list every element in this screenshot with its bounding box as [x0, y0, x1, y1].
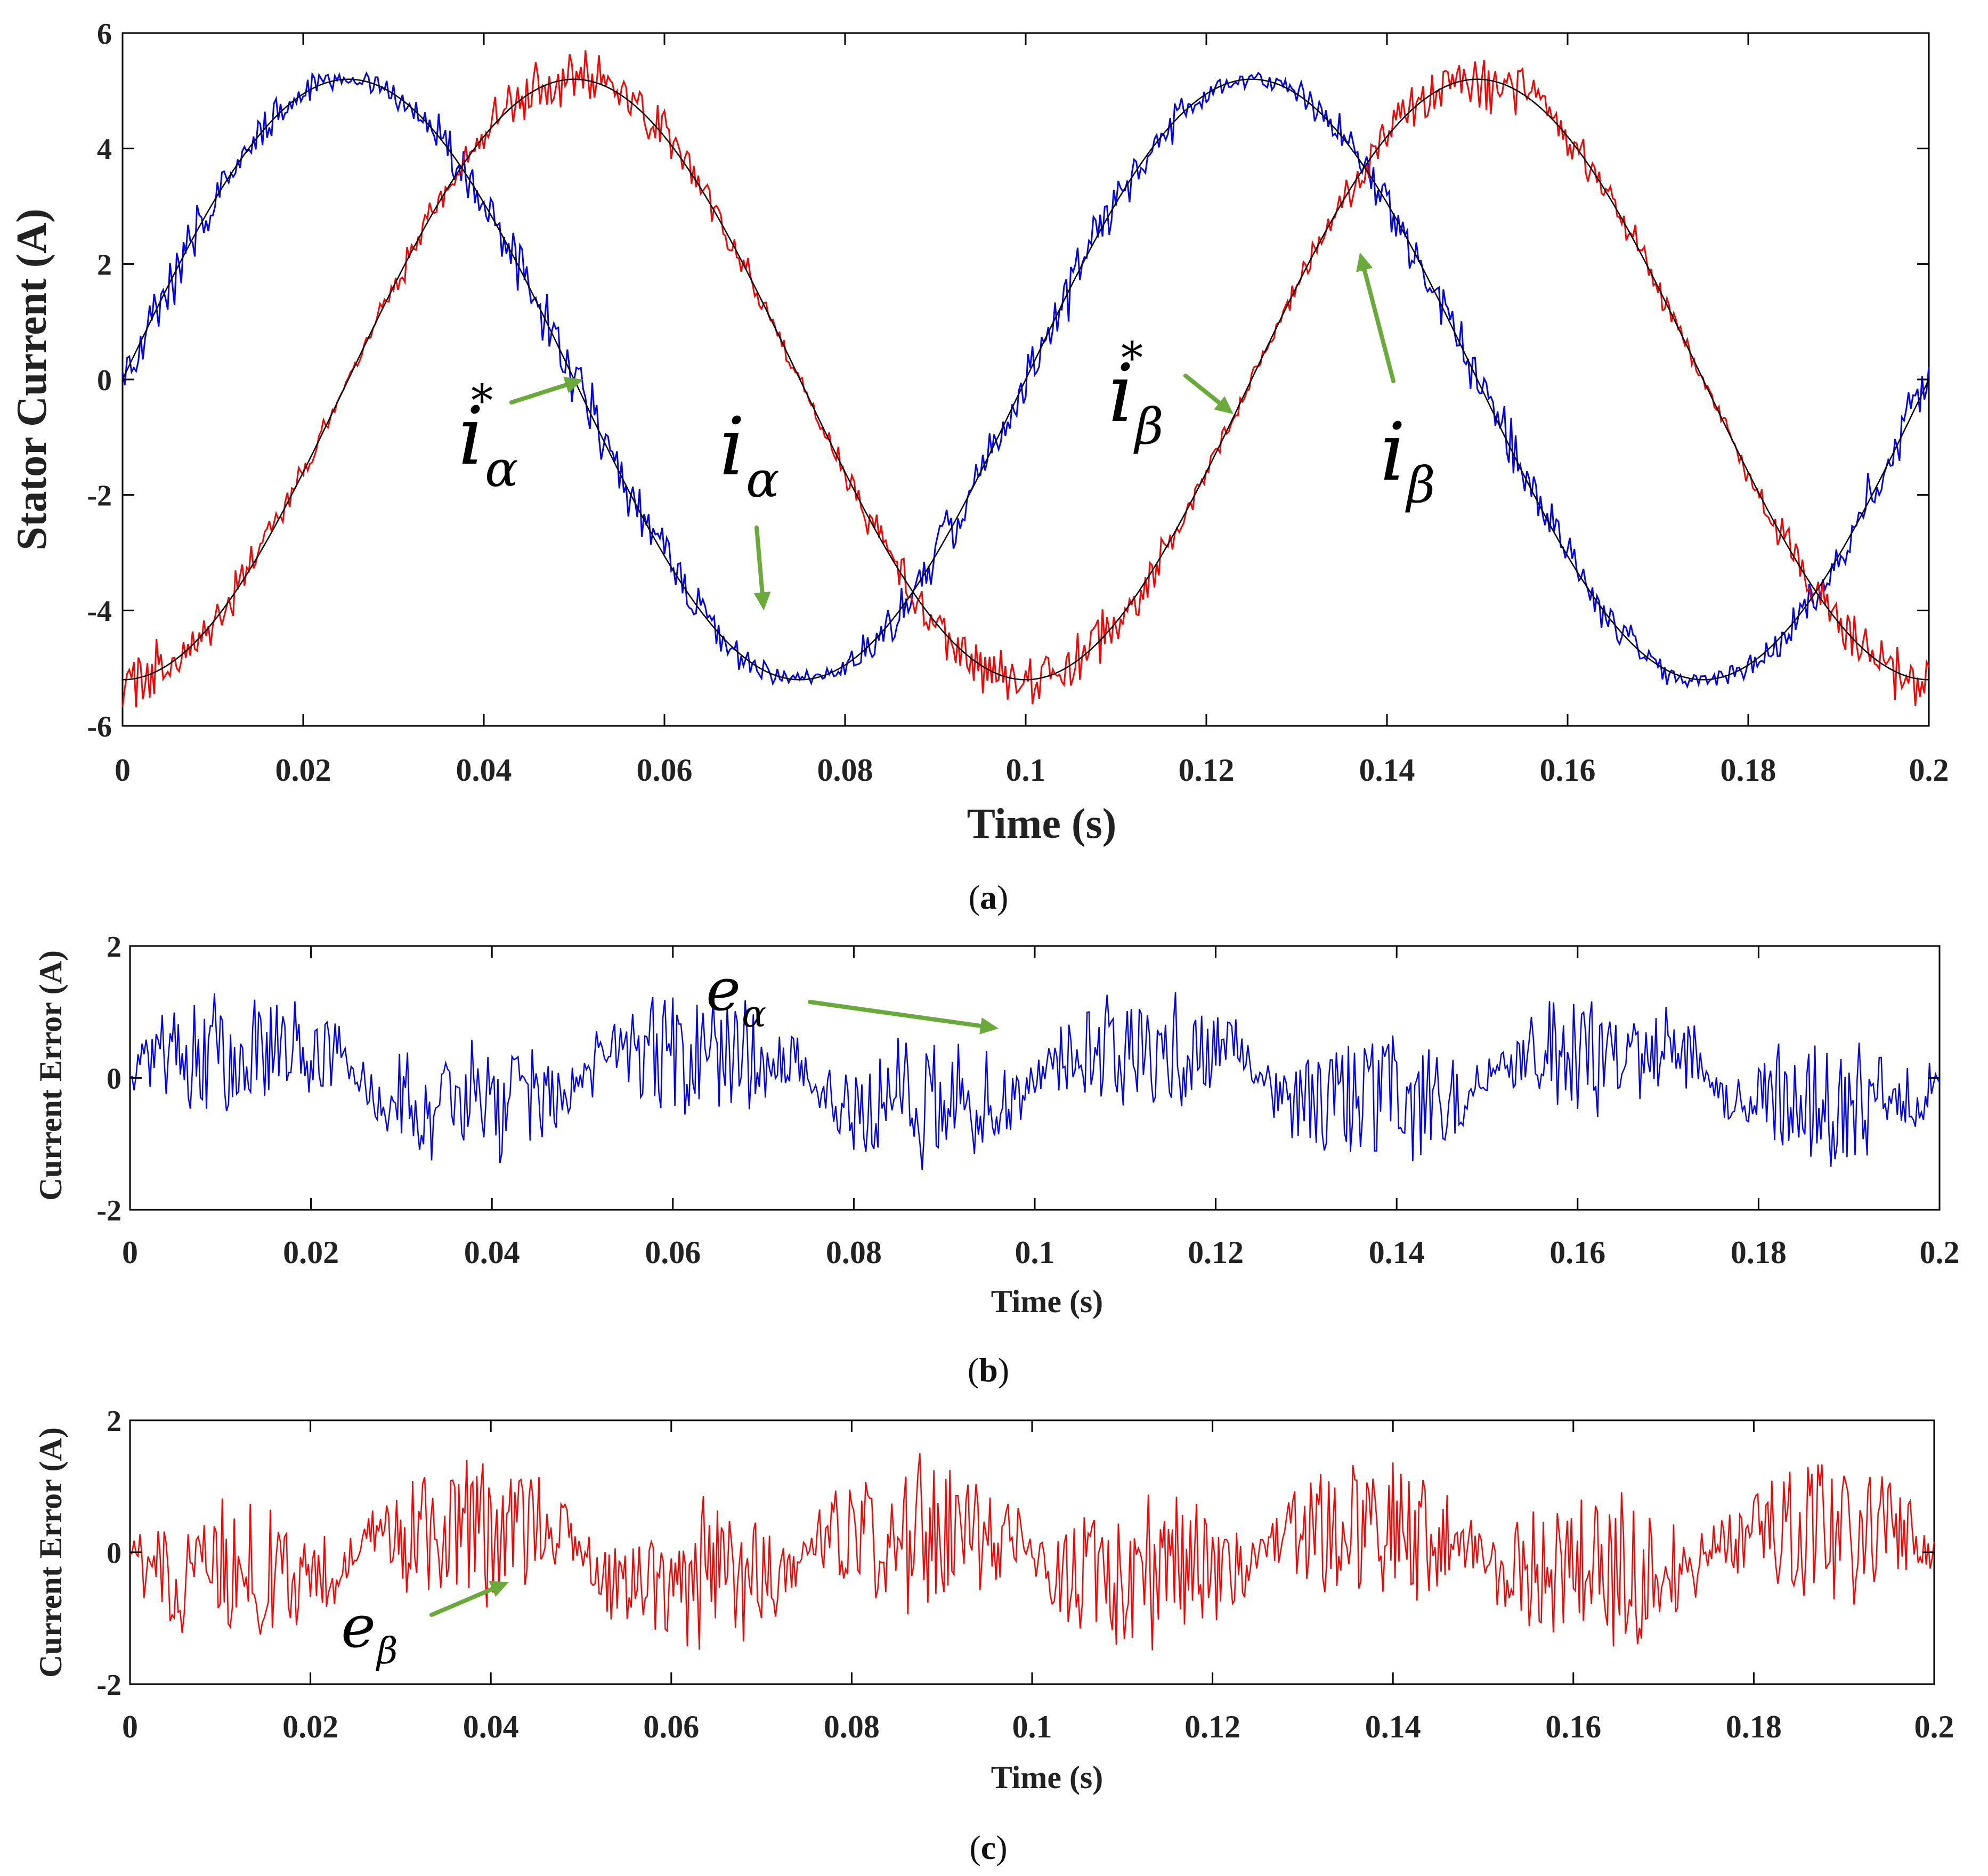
e-beta-arrowhead: [489, 1581, 509, 1597]
panel-b-y-axis-label: Current Error (A): [33, 950, 68, 1201]
y-tick-label: -2: [96, 1669, 121, 1702]
panel-b-x-axis-label: Time (s): [991, 1284, 1103, 1319]
i-alpha-label: iα: [719, 401, 780, 508]
y-tick-label: 0: [107, 1063, 121, 1096]
i-beta-arrowhead: [1356, 252, 1373, 272]
x-tick-label: 0.04: [456, 753, 512, 788]
series-i-beta_ref-line: [123, 78, 1929, 681]
panel-b-series-layer: [129, 992, 1941, 1170]
y-tick-label: -6: [87, 710, 112, 743]
i-beta-star-arrow: [1183, 374, 1222, 405]
x-tick-label: 0.2: [1920, 1235, 1960, 1270]
y-tick-label: -4: [87, 595, 112, 628]
x-tick-label: 0: [115, 753, 131, 788]
i-beta-star-superscript: *: [1121, 333, 1143, 384]
x-tick-label: 0.18: [1726, 1709, 1782, 1744]
x-tick-label: 0.16: [1549, 1235, 1605, 1270]
panel-b-caption: (b): [968, 1351, 1009, 1389]
x-tick-label: 0.06: [645, 1235, 701, 1270]
x-tick-label: 0.02: [282, 1709, 338, 1744]
i-alpha-arrowhead: [753, 592, 771, 611]
panel-c-annotations: eβ: [341, 1581, 509, 1672]
x-tick-label: 0.2: [1909, 753, 1949, 788]
panel-c-x-axis-label: Time (s): [991, 1760, 1103, 1795]
x-tick-label: 0.1: [1012, 1709, 1052, 1744]
y-tick-label: 0: [97, 364, 112, 397]
i-alpha-arrow: [754, 525, 765, 595]
x-tick-label: 0.18: [1731, 1235, 1787, 1270]
panel-a-ticks: 0 0.02 0.04 0.06 0.08 0.1 0.12 0.14 0.16 0.18 0.2 6…: [87, 18, 1949, 788]
x-tick-label: 0.02: [275, 753, 331, 788]
x-tick-label: 0.12: [1188, 1235, 1244, 1270]
panel-a-caption: (a): [969, 878, 1009, 916]
i-beta-arrow: [1362, 268, 1395, 383]
i-alpha-star-arrow: [509, 383, 569, 405]
i-alpha-star-superscript: *: [471, 375, 493, 426]
panel-a-y-axis-label: Stator Current (A): [9, 208, 55, 550]
y-tick-label: 0: [107, 1537, 121, 1570]
x-tick-label: 0.14: [1365, 1709, 1421, 1744]
y-tick-label: 2: [97, 248, 112, 281]
x-tick-label: 0.1: [1015, 1235, 1055, 1270]
panel-a-x-axis-label: Time (s): [967, 800, 1117, 847]
series-e-beta-line: [129, 1453, 1935, 1651]
e-beta-label: eβ: [341, 1592, 398, 1672]
x-tick-label: 0.1: [1006, 753, 1046, 788]
i-beta-star-arrowhead: [1214, 396, 1234, 414]
i-alpha-star-arrowhead: [563, 377, 583, 393]
panel-b: 0 0.02 0.04 0.06 0.08 0.1 0.12 0.14 0.16 0.18 0.2 2…: [33, 931, 1960, 1389]
i-beta-star-label: iβ: [1108, 347, 1164, 455]
x-tick-label: 0: [122, 1709, 138, 1744]
y-tick-label: -2: [87, 480, 112, 513]
x-tick-label: 0.16: [1540, 753, 1596, 788]
e-beta-arrow: [429, 1587, 494, 1617]
x-tick-label: 0.08: [826, 1235, 882, 1270]
x-tick-label: 0.04: [464, 1235, 520, 1270]
e-alpha-arrowhead: [979, 1017, 999, 1034]
x-tick-label: 0.08: [824, 1709, 880, 1744]
x-tick-label: 0.08: [817, 753, 873, 788]
panel-c-ticks: 0 0.02 0.04 0.06 0.08 0.1 0.12 0.14 0.16 0.18 0.2 2…: [96, 1405, 1954, 1744]
x-tick-label: 0.14: [1369, 1235, 1425, 1270]
panel-c: 0 0.02 0.04 0.06 0.08 0.1 0.12 0.14 0.16 0.18 0.2 2…: [33, 1405, 1954, 1866]
panel-c-y-axis-label: Current Error (A): [33, 1427, 68, 1678]
y-tick-label: 4: [97, 133, 112, 166]
x-tick-label: 0.16: [1545, 1709, 1601, 1744]
series-e-alpha-line: [129, 992, 1941, 1170]
y-tick-label: 2: [107, 931, 121, 964]
y-tick-label: 6: [97, 18, 112, 51]
panel-c-caption: (c): [969, 1829, 1007, 1866]
panel-c-series-layer: [129, 1453, 1935, 1651]
y-tick-label: -2: [96, 1194, 121, 1227]
x-tick-label: 0.06: [637, 753, 693, 788]
panel-b-ticks: 0 0.02 0.04 0.06 0.08 0.1 0.12 0.14 0.16 0.18 0.2 2…: [96, 931, 1959, 1270]
panel-a-series-layer: [121, 50, 1930, 707]
series-i-beta-line: [121, 50, 1930, 707]
i-beta-label: iβ: [1380, 406, 1435, 514]
x-tick-label: 0.12: [1184, 1709, 1240, 1744]
series-i-alpha_ref-line: [121, 78, 1930, 681]
x-tick-label: 0.2: [1914, 1709, 1954, 1744]
y-tick-label: 2: [107, 1405, 121, 1438]
x-tick-label: 0.14: [1359, 753, 1415, 788]
e-alpha-arrow: [808, 1000, 983, 1028]
x-tick-label: 0.18: [1721, 753, 1776, 788]
x-tick-label: 0.04: [463, 1709, 519, 1744]
i-alpha-star-label: iα: [458, 390, 518, 498]
x-tick-label: 0: [122, 1235, 138, 1270]
x-tick-label: 0.06: [643, 1709, 699, 1744]
panel-a: 0 0.02 0.04 0.06 0.08 0.1 0.12 0.14 0.16 0.18 0.2 6…: [9, 18, 1949, 916]
e-alpha-label: eα: [706, 956, 766, 1036]
x-tick-label: 0.02: [283, 1235, 339, 1270]
panel-b-annotations: eα: [706, 956, 999, 1036]
x-tick-label: 0.12: [1179, 753, 1235, 788]
panel-b-plot-frame: [129, 945, 1941, 1211]
